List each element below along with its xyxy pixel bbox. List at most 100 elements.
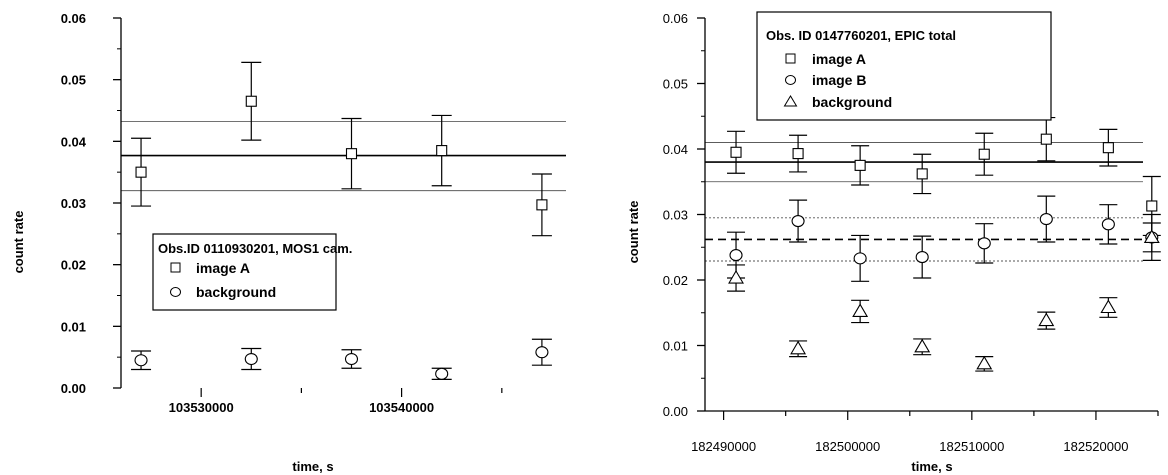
right-image-b-marker [977, 237, 991, 250]
right-legend-box [756, 11, 1052, 121]
right-y-tick-label: 0.00 [663, 404, 688, 419]
right-y-tick-label: 0.02 [663, 273, 688, 288]
right-background-marker [914, 338, 931, 353]
left-y-tick-label: 0.06 [61, 11, 86, 26]
right-x-axis-label: time, s [911, 459, 952, 474]
right-legend-square-marker [785, 53, 796, 64]
right-image-b-marker [915, 251, 929, 264]
left-image-a-marker [536, 199, 548, 211]
left-background-point [131, 350, 152, 371]
right-background-point [1037, 311, 1056, 330]
left-image-a-marker [345, 148, 358, 160]
right-chart-panel: 0.00 0.01 0.02 0.03 0.04 0.05 0.06 182490000 182… [626, 11, 1161, 474]
left-y-tick-label: 0.02 [61, 258, 86, 273]
left-x-tick-label: 103540000 [369, 400, 434, 415]
left-image-a-point [531, 173, 552, 237]
left-image-a-point [341, 117, 362, 190]
right-background-point [975, 355, 994, 372]
right-background-point [1099, 297, 1118, 318]
right-legend-entry-image-b: image B [812, 72, 866, 88]
right-legend-circle-marker [785, 75, 796, 85]
left-legend-square-marker [170, 262, 181, 273]
left-legend-circle-marker [170, 287, 181, 297]
right-background-point [851, 299, 870, 324]
right-image-a-marker [1146, 200, 1158, 212]
right-image-a-marker [854, 159, 866, 171]
left-background-marker [134, 354, 148, 367]
right-image-a-point [727, 130, 746, 174]
right-x-tick-label: 182520000 [1063, 439, 1128, 454]
right-background-marker [1143, 229, 1160, 243]
right-y-tick-label: 0.04 [663, 142, 688, 157]
left-background-point [341, 349, 362, 369]
left-background-point [241, 347, 262, 371]
left-legend-title: Obs.ID 0110930201, MOS1 cam. [158, 241, 352, 256]
right-image-a-marker [792, 148, 804, 160]
right-image-a-point [1037, 116, 1056, 162]
right-image-b-point [789, 199, 808, 243]
right-background-point [727, 264, 746, 292]
right-legend-title: Obs. ID 0147760201, EPIC total [766, 28, 956, 43]
right-image-b-point [1037, 195, 1056, 243]
left-background-point [431, 367, 452, 380]
left-legend-entry-background: background [196, 284, 276, 300]
left-legend-entry-image-a: image A [196, 260, 250, 276]
right-image-b-marker [791, 215, 805, 228]
right-x-tick-label: 182500000 [815, 439, 880, 454]
left-background-marker [244, 352, 258, 366]
right-background-point [789, 340, 808, 358]
left-background-marker [535, 346, 549, 359]
right-background-marker [1038, 312, 1055, 327]
right-background-marker [852, 303, 869, 317]
right-data-marks [727, 116, 1161, 372]
right-y-tick-label: 0.03 [663, 208, 688, 223]
right-image-b-point [1099, 204, 1118, 245]
right-background-marker [728, 269, 744, 284]
left-y-tick-label: 0.05 [61, 73, 86, 88]
right-background-marker [790, 340, 807, 355]
right-background-marker [1100, 299, 1117, 314]
right-image-b-marker [853, 252, 867, 265]
left-background-marker [344, 352, 359, 366]
left-y-tick-label: 0.01 [61, 319, 86, 334]
left-background-point [531, 338, 552, 366]
right-image-a-marker [730, 146, 742, 158]
right-image-b-marker [729, 249, 743, 262]
right-fit-lines [705, 142, 1143, 262]
right-background-point [1142, 222, 1161, 253]
right-legend-entry-image-a: image A [812, 51, 866, 67]
left-legend-box [152, 233, 337, 311]
right-image-a-marker [1040, 133, 1052, 145]
right-image-b-point [851, 234, 870, 282]
right-image-b-marker [1039, 213, 1053, 226]
left-fit-lines [121, 121, 566, 192]
left-data-marks [131, 61, 552, 380]
right-legend: Obs. ID 0147760201, EPIC total image A i… [756, 11, 1052, 121]
right-x-tick-label: 182510000 [939, 439, 1004, 454]
left-image-a-point [431, 114, 452, 187]
left-image-a-point [241, 61, 262, 141]
right-legend-entry-background: background [812, 94, 892, 110]
right-image-a-marker [978, 148, 990, 160]
right-image-a-marker [1102, 142, 1114, 154]
right-y-tick-label: 0.01 [663, 339, 688, 354]
left-image-a-marker [245, 95, 257, 107]
left-image-a-marker [135, 166, 147, 178]
right-background-point [913, 338, 932, 356]
right-image-b-point [913, 235, 932, 279]
right-image-a-point [975, 132, 994, 176]
left-chart-panel: 0.00 0.01 0.02 0.03 0.04 0.05 0.06 103530000 103… [11, 11, 566, 474]
left-y-tick-label: 0.00 [61, 381, 86, 396]
right-image-a-point [851, 145, 870, 186]
right-image-a-point [913, 153, 932, 195]
right-axes: 0.00 0.01 0.02 0.03 0.04 0.05 0.06 182490000 182… [663, 11, 1159, 454]
left-axes: 0.00 0.01 0.02 0.03 0.04 0.05 0.06 103530000 103… [61, 11, 503, 415]
right-image-b-point [975, 223, 994, 264]
right-image-b-marker [1101, 218, 1115, 231]
right-x-tick-label: 182490000 [691, 439, 756, 454]
right-background-marker [976, 355, 993, 370]
right-image-a-point [1099, 128, 1118, 167]
left-y-tick-label: 0.03 [61, 196, 86, 211]
left-x-tick-label: 103530000 [169, 400, 234, 415]
